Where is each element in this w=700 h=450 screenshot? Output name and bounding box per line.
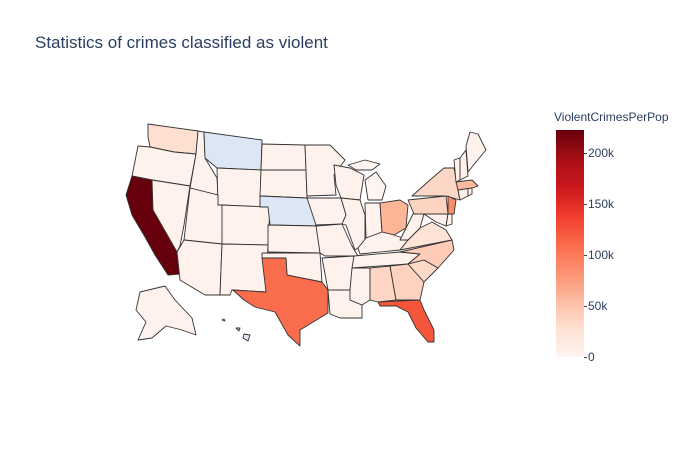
state-il [340, 197, 366, 251]
state-mn [304, 144, 346, 197]
state-nj [447, 195, 457, 215]
state-pa [407, 195, 449, 215]
state-ar [321, 255, 355, 291]
colorbar-tick-150k: 150k [583, 197, 615, 212]
state-hi [221, 318, 251, 342]
state-wy [216, 167, 262, 208]
colorbar [555, 129, 585, 358]
state-ny [411, 167, 461, 201]
colorbar-title: ViolentCrimesPerPop [554, 110, 669, 124]
colorbar-tick-50k: 50k [583, 299, 608, 314]
state-nd [260, 143, 307, 171]
state-tx [232, 257, 329, 347]
state-nm [219, 243, 269, 296]
state-oh [379, 199, 409, 236]
state-me [465, 131, 487, 173]
colorbar-tick-0: 0 [584, 350, 595, 364]
state-ma [455, 179, 479, 191]
state-sd [259, 169, 308, 199]
colorbar-tick-100k: 100k [583, 248, 615, 263]
state-az [176, 239, 223, 296]
state-al [369, 265, 397, 303]
state-nc [399, 239, 455, 269]
state-mi [364, 171, 387, 201]
state-fl [377, 299, 435, 343]
state-ut [183, 187, 225, 245]
state-mt [203, 131, 263, 171]
state-ri [467, 187, 473, 197]
state-nh [459, 149, 469, 181]
state-ks [267, 224, 321, 254]
state-co [221, 204, 271, 246]
state-ak [135, 285, 197, 341]
state-ms [349, 267, 371, 306]
colorbar-tick-200k: 200k [583, 146, 615, 161]
chart-title: Statistics of crimes classified as viole… [35, 33, 328, 52]
state-mi-up [347, 159, 381, 171]
states-layer [125, 123, 487, 347]
